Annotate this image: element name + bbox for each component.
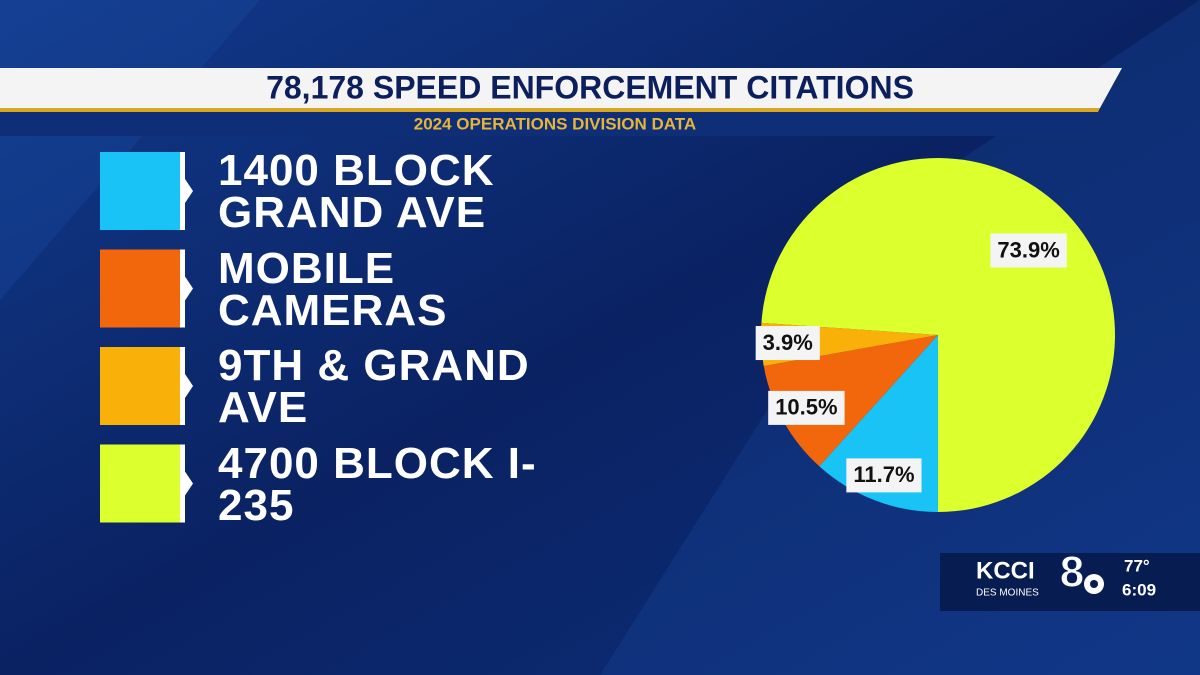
- data-label: 11.7%: [853, 462, 914, 487]
- data-label: 3.9%: [763, 330, 813, 355]
- time: 6:09: [1122, 580, 1156, 599]
- subtitle-bar: [0, 112, 1098, 136]
- chart-subtitle: 2024 OPERATIONS DIVISION DATA: [414, 114, 696, 133]
- title-rule: [0, 108, 1100, 112]
- legend-label: MOBILE CAMERAS: [218, 243, 448, 335]
- pie-slice: [763, 335, 938, 467]
- channel-logo: 8: [1060, 548, 1084, 597]
- data-label: 73.9%: [997, 237, 1059, 262]
- legend: [100, 152, 193, 523]
- legend-edge: [180, 249, 185, 328]
- legend-swatch: [100, 249, 185, 328]
- legend-swatch: [100, 347, 185, 425]
- temperature: 77°: [1124, 556, 1150, 575]
- station-name: KCCI: [976, 557, 1035, 584]
- legend-label: 9TH & GRAND AVE: [218, 341, 530, 432]
- legend-notch: [185, 276, 193, 301]
- data-label-group: 11.7%: [846, 458, 922, 493]
- data-label-box: [990, 233, 1067, 268]
- cbs-pupil: [1090, 580, 1098, 588]
- title-bar: [0, 68, 1122, 108]
- legend-edge: [180, 444, 185, 523]
- legend-label: 4700 BLOCK I-235: [218, 438, 537, 530]
- legend-notch: [185, 374, 193, 398]
- data-label-box: [846, 458, 922, 493]
- station-bug: [940, 553, 1200, 611]
- data-label-group: 10.5%: [768, 390, 845, 425]
- legend-notch: [185, 471, 193, 496]
- legend-swatch: [100, 152, 185, 230]
- legend-swatch: [100, 444, 185, 523]
- data-label-box: [755, 326, 820, 361]
- data-label-group: 73.9%: [990, 233, 1067, 268]
- data-label-box: [768, 390, 845, 425]
- legend-edge: [180, 347, 185, 425]
- chart-title: 78,178 SPEED ENFORCEMENT CITATIONS: [266, 69, 914, 105]
- legend-edge: [180, 152, 185, 230]
- legend-label: 1400 BLOCK GRAND AVE: [218, 146, 495, 237]
- data-label-group: 3.9%: [755, 326, 820, 361]
- pie: 11.7% 10.5% 3.9% 73.9%: [755, 157, 1115, 512]
- data-label: 10.5%: [775, 395, 837, 420]
- station-city: DES MOINES: [976, 588, 1039, 599]
- legend-notch: [185, 179, 193, 203]
